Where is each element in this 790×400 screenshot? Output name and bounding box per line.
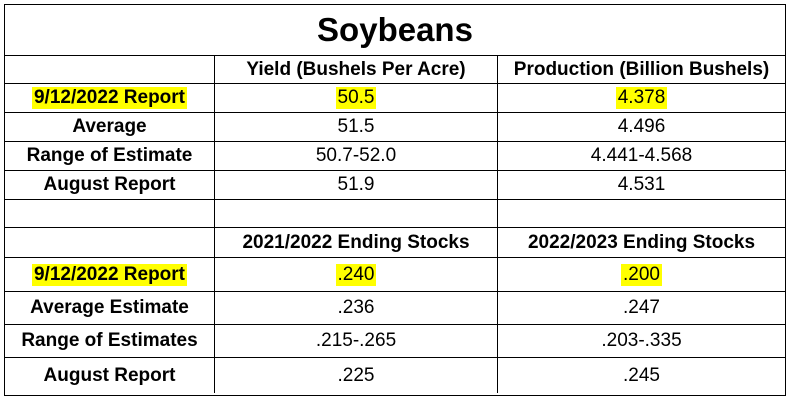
section1-header-production: Production (Billion Bushels) bbox=[513, 58, 770, 80]
section2-header-row: 2021/2022 Ending Stocks 2022/2023 Ending… bbox=[5, 228, 785, 258]
highlighted-label: 9/12/2022 Report bbox=[31, 263, 188, 286]
table-row: August Report .225 .245 bbox=[5, 358, 785, 393]
section1-header-blank bbox=[5, 56, 215, 83]
spacer-cell bbox=[5, 200, 215, 227]
table-row: 9/12/2022 Report 50.5 4.378 bbox=[5, 84, 785, 113]
row-label: Average Estimate bbox=[5, 292, 215, 324]
stocks-2022-value: .203-.335 bbox=[601, 330, 682, 351]
row-label: August Report bbox=[5, 171, 215, 199]
section1-header-yield: Yield (Bushels Per Acre) bbox=[215, 56, 498, 83]
stocks-2022-value: .200 bbox=[498, 258, 785, 291]
section2-header-2021-2022: 2021/2022 Ending Stocks bbox=[215, 228, 498, 257]
highlighted-label: 9/12/2022 Report bbox=[31, 87, 188, 109]
stocks-2021-value: .240 bbox=[215, 258, 498, 291]
stocks-2021-value: .215-.265 bbox=[215, 325, 498, 357]
production-value: 4.496 bbox=[617, 116, 666, 137]
table-row: Average 51.5 4.496 bbox=[5, 113, 785, 142]
production-value: 4.531 bbox=[617, 174, 666, 195]
spacer-cell bbox=[498, 200, 785, 227]
highlighted-stocks-2021: .240 bbox=[335, 263, 377, 286]
table-row: Range of Estimates .215-.265 .203-.335 bbox=[5, 325, 785, 358]
row-label: 9/12/2022 Report bbox=[5, 258, 215, 291]
stocks-2022-value: .247 bbox=[623, 297, 660, 318]
row-label: August Report bbox=[5, 358, 215, 393]
section1-header-row: Yield (Bushels Per Acre) Production (Bil… bbox=[5, 56, 785, 84]
stocks-2022-value: .245 bbox=[623, 364, 660, 386]
production-value: 4.378 bbox=[498, 84, 785, 112]
row-label: Average bbox=[5, 113, 215, 141]
section2-header-2022-2023: 2022/2023 Ending Stocks bbox=[527, 231, 756, 253]
stocks-2021-value: .236 bbox=[215, 292, 498, 324]
table-grid: Yield (Bushels Per Acre) Production (Bil… bbox=[5, 56, 785, 393]
highlighted-stocks-2022: .200 bbox=[621, 263, 662, 286]
soybeans-report-table: Soybeans Yield (Bushels Per Acre) Produc… bbox=[4, 4, 786, 396]
section2-header-blank bbox=[5, 228, 215, 257]
spacer-row bbox=[5, 200, 785, 228]
row-label: Range of Estimate bbox=[5, 142, 215, 170]
table-row: Range of Estimate 50.7-52.0 4.441-4.568 bbox=[5, 142, 785, 171]
table-title: Soybeans bbox=[5, 5, 785, 56]
yield-value: 50.5 bbox=[215, 84, 498, 112]
row-label: Range of Estimates bbox=[5, 325, 215, 357]
table-row: August Report 51.9 4.531 bbox=[5, 171, 785, 200]
yield-value: 50.7-52.0 bbox=[215, 142, 498, 170]
table-row: 9/12/2022 Report .240 .200 bbox=[5, 258, 785, 292]
row-label: 9/12/2022 Report bbox=[5, 84, 215, 112]
spacer-cell bbox=[215, 200, 498, 227]
yield-value: 51.5 bbox=[215, 113, 498, 141]
stocks-2021-value: .225 bbox=[215, 358, 498, 393]
table-row: Average Estimate .236 .247 bbox=[5, 292, 785, 325]
highlighted-production: 4.378 bbox=[615, 87, 668, 109]
yield-value: 51.9 bbox=[215, 171, 498, 199]
highlighted-yield: 50.5 bbox=[335, 87, 377, 109]
production-value: 4.441-4.568 bbox=[590, 145, 693, 166]
